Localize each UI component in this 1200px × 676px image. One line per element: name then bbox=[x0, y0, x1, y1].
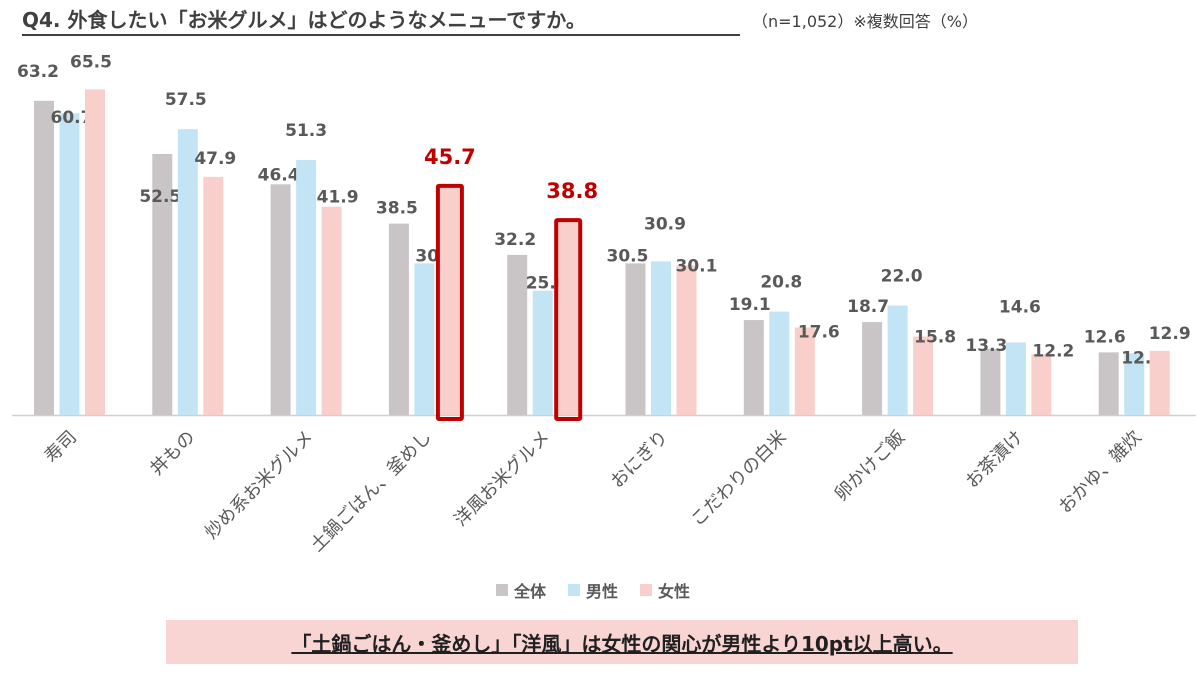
category-label-9: お茶漬け bbox=[962, 427, 1028, 493]
legend-label-overall: 全体 bbox=[514, 582, 547, 601]
data-label-female-8: 15.8 bbox=[914, 327, 956, 347]
bar-male-8 bbox=[887, 305, 908, 415]
data-label-male-3: 51.3 bbox=[285, 121, 327, 141]
title-underline bbox=[22, 34, 740, 36]
data-label-female-3: 41.9 bbox=[317, 188, 359, 208]
data-label-male-7: 20.8 bbox=[760, 273, 802, 293]
sample-note: （n=1,052）※複数回答（%） bbox=[752, 12, 978, 31]
bar-female-6 bbox=[676, 265, 697, 415]
data-label-male-8: 22.0 bbox=[881, 267, 923, 287]
title-row: Q4. 外食したい「お米グルメ」はどのようなメニューですか。 bbox=[22, 4, 586, 34]
legend-item-female: 女性 bbox=[640, 578, 690, 602]
bar-female-4 bbox=[439, 187, 460, 415]
bar-male-5 bbox=[532, 290, 553, 415]
bar-male-3 bbox=[296, 159, 317, 415]
bar-overall-7 bbox=[743, 320, 764, 415]
data-label-female-4: 45.7 bbox=[424, 145, 476, 169]
data-label-female-10: 12.9 bbox=[1149, 324, 1191, 344]
data-label-female-2: 47.9 bbox=[194, 149, 236, 169]
footnote-text: 「土鍋ごはん・釜めし」「洋風」は女性の関心が男性より10pt以上高い。 bbox=[291, 631, 953, 656]
category-label-4: 土鍋ごはん、釜めし bbox=[307, 427, 436, 556]
legend-item-male: 男性 bbox=[568, 578, 618, 602]
category-label-10: おかゆ、雑炊 bbox=[1055, 427, 1146, 518]
bar-female-9 bbox=[1031, 354, 1052, 415]
legend-swatch-overall bbox=[496, 584, 508, 596]
category-label-6: おにぎり bbox=[607, 427, 673, 493]
legend-label-male: 男性 bbox=[586, 582, 619, 601]
bar-overall-1 bbox=[34, 100, 54, 415]
bar-female-8 bbox=[913, 336, 934, 415]
bar-overall-5 bbox=[507, 254, 528, 415]
category-label-3: 炒め系お米グルメ bbox=[201, 427, 318, 544]
category-label-7: こだわりの白米 bbox=[687, 427, 791, 531]
bar-male-1 bbox=[59, 113, 80, 415]
data-label-female-9: 12.2 bbox=[1032, 341, 1074, 361]
bar-male-10 bbox=[1124, 353, 1145, 415]
bar-male-6 bbox=[651, 261, 671, 415]
bar-female-5 bbox=[558, 222, 579, 415]
bar-female-3 bbox=[321, 206, 342, 415]
bar-overall-10 bbox=[1098, 352, 1119, 415]
chart-title: Q4. 外食したい「お米グルメ」はどのようなメニューですか。 bbox=[22, 8, 586, 32]
bar-overall-9 bbox=[980, 348, 1001, 415]
legend-item-overall: 全体 bbox=[496, 578, 546, 602]
data-label-overall-7: 19.1 bbox=[729, 295, 771, 315]
category-label-2: 丼もの bbox=[146, 427, 199, 480]
data-label-overall-5: 32.2 bbox=[494, 230, 536, 250]
bar-overall-4 bbox=[388, 223, 409, 415]
category-label-5: 洋風お米グルメ bbox=[450, 427, 554, 531]
data-label-overall-10: 12.6 bbox=[1084, 327, 1126, 347]
legend-swatch-female bbox=[640, 584, 653, 596]
bar-overall-8 bbox=[862, 322, 883, 415]
data-label-overall-9: 13.3 bbox=[965, 336, 1007, 356]
bar-female-7 bbox=[794, 327, 815, 415]
data-label-overall-3: 46.4 bbox=[258, 165, 300, 185]
data-label-male-2: 57.5 bbox=[165, 90, 207, 110]
bar-female-1 bbox=[85, 89, 105, 415]
bar-female-2 bbox=[203, 176, 224, 415]
data-label-overall-6: 30.5 bbox=[607, 246, 649, 266]
bar-male-7 bbox=[769, 311, 790, 415]
bar-chart: 63.2 60.7 65.5 寿司 52.5 57.5 47.9 丼もの 46.4 51.3 41.… bbox=[12, 52, 1196, 556]
legend: 全体 男性 女性 bbox=[496, 578, 690, 602]
bar-overall-2 bbox=[152, 154, 173, 416]
data-label-female-5: 38.8 bbox=[546, 179, 598, 203]
data-label-female-6: 30.1 bbox=[676, 256, 718, 276]
bar-overall-6 bbox=[625, 263, 646, 415]
highlight-frame-5 bbox=[554, 218, 583, 421]
data-label-female-7: 17.6 bbox=[798, 323, 840, 343]
data-label-male-6: 30.9 bbox=[644, 214, 686, 234]
data-label-overall-4: 38.5 bbox=[376, 199, 418, 219]
bar-male-9 bbox=[1005, 342, 1026, 415]
data-label-overall-8: 18.7 bbox=[847, 297, 889, 317]
bar-overall-3 bbox=[270, 184, 291, 415]
legend-label-female: 女性 bbox=[658, 582, 691, 601]
legend-swatch-male bbox=[568, 584, 581, 596]
data-label-overall-1: 63.2 bbox=[17, 62, 59, 82]
highlight-frame-4 bbox=[435, 183, 464, 421]
category-label-8: 卵かけご飯 bbox=[831, 427, 909, 505]
data-label-male-1: 60.7 bbox=[51, 108, 93, 128]
category-label-1: 寿司 bbox=[41, 427, 81, 467]
bar-male-2 bbox=[177, 129, 198, 416]
data-label-male-9: 14.6 bbox=[999, 297, 1041, 317]
bar-male-4 bbox=[414, 263, 435, 415]
bar-female-10 bbox=[1149, 350, 1170, 415]
data-label-overall-2: 52.5 bbox=[139, 187, 181, 207]
data-label-female-1: 65.5 bbox=[70, 52, 112, 72]
footnote-box: 「土鍋ごはん・釜めし」「洋風」は女性の関心が男性より10pt以上高い。 bbox=[166, 620, 1078, 664]
